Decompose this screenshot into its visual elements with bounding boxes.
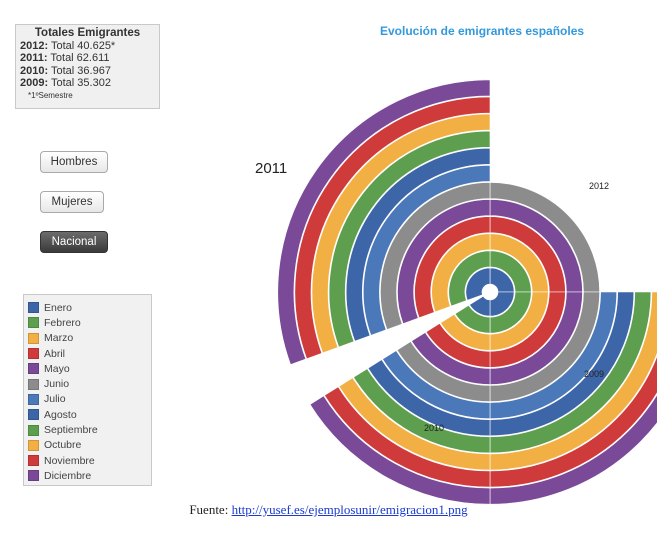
radial-bar-2011-6 (380, 182, 491, 330)
legend-label: Enero (44, 301, 73, 314)
radial-bar-2011-7 (363, 164, 491, 336)
legend-item: Junio (28, 376, 151, 391)
legend-item: Diciembre (28, 468, 151, 483)
legend-item: Noviembre (28, 453, 151, 468)
legend-label: Junio (44, 378, 70, 391)
legend-swatch (28, 317, 39, 329)
radial-bar-2010-4 (425, 323, 491, 368)
month-legend: Enero Febrero Marzo Abril Mayo Junio Julio Agos… (23, 294, 152, 486)
radial-bar-2010-2 (454, 304, 491, 334)
legend-swatch (28, 363, 39, 375)
legend-item: Abril (28, 346, 151, 361)
legend-label: Febrero (44, 316, 81, 329)
legend-item: Septiembre (28, 422, 151, 437)
legend-swatch (28, 455, 39, 467)
totals-row-2011: 2011: Total 62.611 (20, 52, 110, 64)
radial-bar-2011-11 (294, 96, 491, 360)
legend-label: Mayo (44, 362, 70, 375)
legend-swatch (28, 393, 39, 405)
legend-item: Enero (28, 300, 151, 315)
chart-title: Evolución de emigrantes españoles (380, 24, 585, 38)
source-caption: Fuente: http://yusef.es/ejemplosunir/emi… (0, 502, 657, 518)
totals-note: *1ºSemestre (28, 90, 73, 100)
radial-bar-2010-10 (338, 377, 491, 471)
legend-swatch (28, 409, 39, 421)
legend-label: Marzo (44, 332, 74, 345)
year-label-2010: 2010 (424, 423, 445, 433)
radial-bar-2011-8 (345, 147, 491, 342)
legend-label: Agosto (44, 408, 77, 421)
totals-box: Totales Emigrantes 2012: Total 40.625* 2… (15, 24, 160, 109)
radial-bar-2010-5 (411, 332, 491, 385)
radial-bar-2010-8 (367, 359, 491, 437)
radial-bar-2010-7 (382, 350, 491, 420)
radial-bar-2011-9 (328, 130, 491, 348)
hombres-button[interactable]: Hombres (40, 151, 108, 173)
radial-bar-2010-9 (353, 368, 491, 454)
legend-label: Julio (44, 393, 66, 406)
radial-bar-2010-6 (396, 341, 491, 402)
legend-swatch (28, 378, 39, 390)
legend-label: Septiembre (44, 424, 98, 437)
totals-row-2009: 2009: Total 35.302 (20, 77, 111, 89)
radial-bar-2010-11 (324, 386, 491, 488)
legend-swatch (28, 332, 39, 344)
legend-label: Noviembre (44, 454, 95, 467)
totals-row-2010: 2010: Total 36.967 (20, 64, 111, 77)
radial-bar-2011-1 (465, 267, 491, 301)
legend-swatch (28, 348, 39, 360)
nacional-button[interactable]: Nacional (40, 231, 108, 253)
radial-bar-2011-3 (431, 233, 491, 313)
legend-item: Febrero (28, 315, 151, 330)
radial-bar-2010-1 (469, 295, 491, 317)
legend-swatch (28, 439, 39, 451)
year-label-2012: 2012 (589, 181, 610, 191)
legend-item: Octubre (28, 438, 151, 453)
radial-bar-2011-2 (448, 250, 491, 307)
legend-swatch (28, 470, 39, 482)
legend-item: Agosto (28, 407, 151, 422)
totals-row-2012: 2012: Total 40.625* (20, 39, 116, 52)
mujeres-button[interactable]: Mujeres (40, 191, 104, 213)
year-label-2011: 2011 (255, 160, 288, 177)
legend-item: Marzo (28, 331, 151, 346)
legend-label: Octubre (44, 439, 82, 452)
radial-bar-2011-5 (397, 199, 491, 325)
legend-item: Julio (28, 392, 151, 407)
legend-item: Mayo (28, 361, 151, 376)
legend-swatch (28, 424, 39, 436)
legend-label: Diciembre (44, 469, 92, 482)
legend-label: Abril (44, 347, 66, 360)
radial-bar-2011-4 (414, 216, 491, 319)
radial-bar-2010-12 (309, 395, 491, 505)
year-label-2009: 2009 (584, 369, 605, 379)
radial-bar-2010-3 (440, 313, 491, 351)
radial-bar-2011-10 (311, 113, 491, 354)
radial-bar-2011-12 (277, 79, 491, 365)
legend-swatch (28, 302, 39, 314)
caption-prefix: Fuente: (189, 502, 232, 517)
totals-title: Totales Emigrantes (34, 27, 141, 39)
source-link[interactable]: http://yusef.es/ejemplosunir/emigracion1… (231, 502, 468, 517)
